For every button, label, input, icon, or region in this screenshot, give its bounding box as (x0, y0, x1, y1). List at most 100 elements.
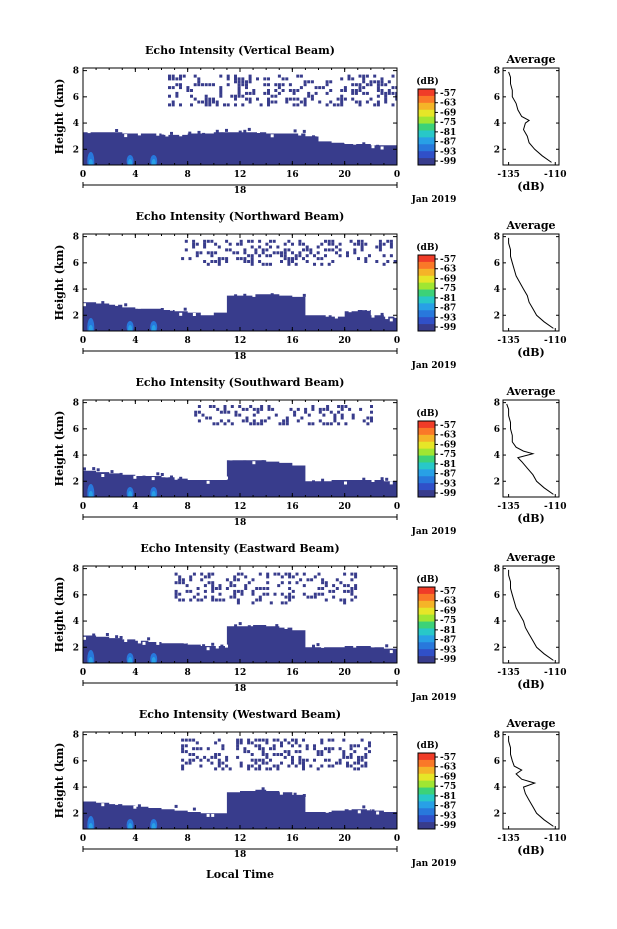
echo-speckle (137, 132, 141, 136)
upper-echo-cell (280, 254, 283, 258)
echo-speckle (348, 647, 352, 651)
upper-echo-cell (266, 572, 270, 576)
echo-speckle (165, 133, 169, 137)
upper-echo-cell (380, 89, 384, 92)
upper-echo-cell (261, 262, 265, 266)
echo-speckle (293, 792, 297, 796)
upper-echo-cell (267, 91, 270, 95)
upper-echo-cell (272, 744, 276, 748)
upper-echo-cell (366, 416, 370, 420)
echo-speckle (83, 467, 86, 471)
upper-echo-cell (219, 94, 223, 98)
upper-echo-cell (302, 738, 305, 742)
upper-echo-cell (369, 83, 373, 87)
upper-echo-cell (354, 572, 358, 576)
upper-echo-cell (211, 595, 215, 599)
upper-echo-cell (203, 755, 207, 759)
colorbar-tick-label: -57 (440, 421, 456, 431)
upper-echo-cell (303, 97, 307, 101)
heatmap-area (83, 572, 397, 663)
upper-echo-cell (221, 747, 225, 751)
panel-title: Echo Intensity (Northward Beam) (136, 210, 345, 223)
avg-profile-line (508, 735, 554, 827)
upper-echo-cell (296, 89, 300, 92)
upper-echo-cell (254, 761, 258, 765)
upper-echo-cell (277, 584, 281, 588)
echo-speckle (229, 628, 233, 632)
colorbar-swatch (418, 794, 435, 802)
upper-echo-cell (300, 416, 304, 420)
date-label: Jan 2019 (411, 527, 457, 537)
surface-echo-core (151, 159, 156, 165)
echo-speckle (101, 128, 105, 132)
upper-echo-cell (395, 97, 397, 101)
upper-echo-cell (197, 410, 201, 414)
upper-echo-cell (178, 592, 182, 596)
upper-echo-cell (389, 239, 393, 243)
upper-echo-cell (211, 572, 215, 576)
boundary-layer-echo (83, 460, 397, 497)
upper-echo-cell (234, 410, 238, 414)
upper-echo-cell (285, 97, 289, 101)
upper-echo-cell (258, 764, 262, 768)
upper-echo-cell (234, 74, 237, 78)
x-tick-label: 8 (185, 336, 191, 346)
upper-echo-cell (226, 103, 230, 107)
upper-echo-cell (311, 422, 315, 426)
upper-echo-cell (338, 761, 342, 765)
upper-echo-cell (313, 575, 317, 579)
upper-echo-cell (240, 572, 244, 576)
echo-speckle (362, 307, 366, 311)
upper-echo-cell (250, 741, 254, 745)
avg-x-tick-label: -110 (544, 502, 567, 512)
avg-y-tick-label: 4 (494, 451, 500, 461)
upper-echo-cell (254, 767, 258, 771)
upper-echo-cell (184, 761, 188, 765)
echo-speckle (183, 307, 187, 311)
upper-echo-cell (331, 764, 335, 768)
avg-title: Average (505, 551, 555, 564)
upper-echo-cell (357, 242, 360, 246)
upper-echo-cell (178, 581, 182, 585)
upper-echo-cell (277, 83, 281, 87)
upper-echo-cell (219, 410, 223, 414)
upper-echo-cell (316, 257, 320, 261)
colorbar-swatch (418, 469, 435, 477)
upper-echo-cell (327, 750, 331, 754)
upper-echo-cell (303, 103, 307, 107)
upper-echo-cell (346, 755, 349, 759)
colorbar-swatch (418, 780, 435, 789)
upper-echo-cell (277, 91, 281, 95)
echo-speckle (289, 463, 293, 467)
colorbar-swatch (418, 593, 435, 602)
upper-echo-cell (304, 407, 308, 411)
upper-echo-cell (280, 581, 284, 585)
upper-echo-cell (340, 97, 344, 101)
echo-speckle (160, 638, 164, 642)
y-tick-label: 2 (73, 311, 79, 321)
y-tick-label: 8 (73, 233, 79, 243)
colorbar-swatch (418, 476, 435, 484)
colorbar-swatch (418, 448, 435, 457)
echo-speckle (380, 312, 384, 316)
upper-echo-cell (194, 410, 198, 414)
echo-speckle (316, 133, 320, 137)
upper-echo-cell (181, 758, 185, 762)
colorbar-swatch (418, 434, 435, 443)
upper-echo-cell (254, 758, 258, 762)
upper-echo-cell (272, 738, 276, 742)
upper-echo-cell (272, 764, 276, 768)
upper-echo-cell (322, 407, 326, 411)
upper-echo-cell (382, 254, 386, 258)
upper-echo-cell (265, 741, 269, 745)
colorbar-swatch (418, 268, 435, 277)
avg-frame (502, 67, 560, 166)
echo-speckle (376, 811, 380, 815)
upper-echo-cell (378, 239, 382, 243)
upper-echo-cell (305, 758, 309, 762)
surface-echo-core (151, 325, 156, 331)
y-axis-label: Height (km) (53, 743, 66, 819)
upper-echo-cell (207, 575, 211, 579)
upper-echo-cell (269, 747, 272, 751)
echo-speckle (247, 625, 251, 629)
